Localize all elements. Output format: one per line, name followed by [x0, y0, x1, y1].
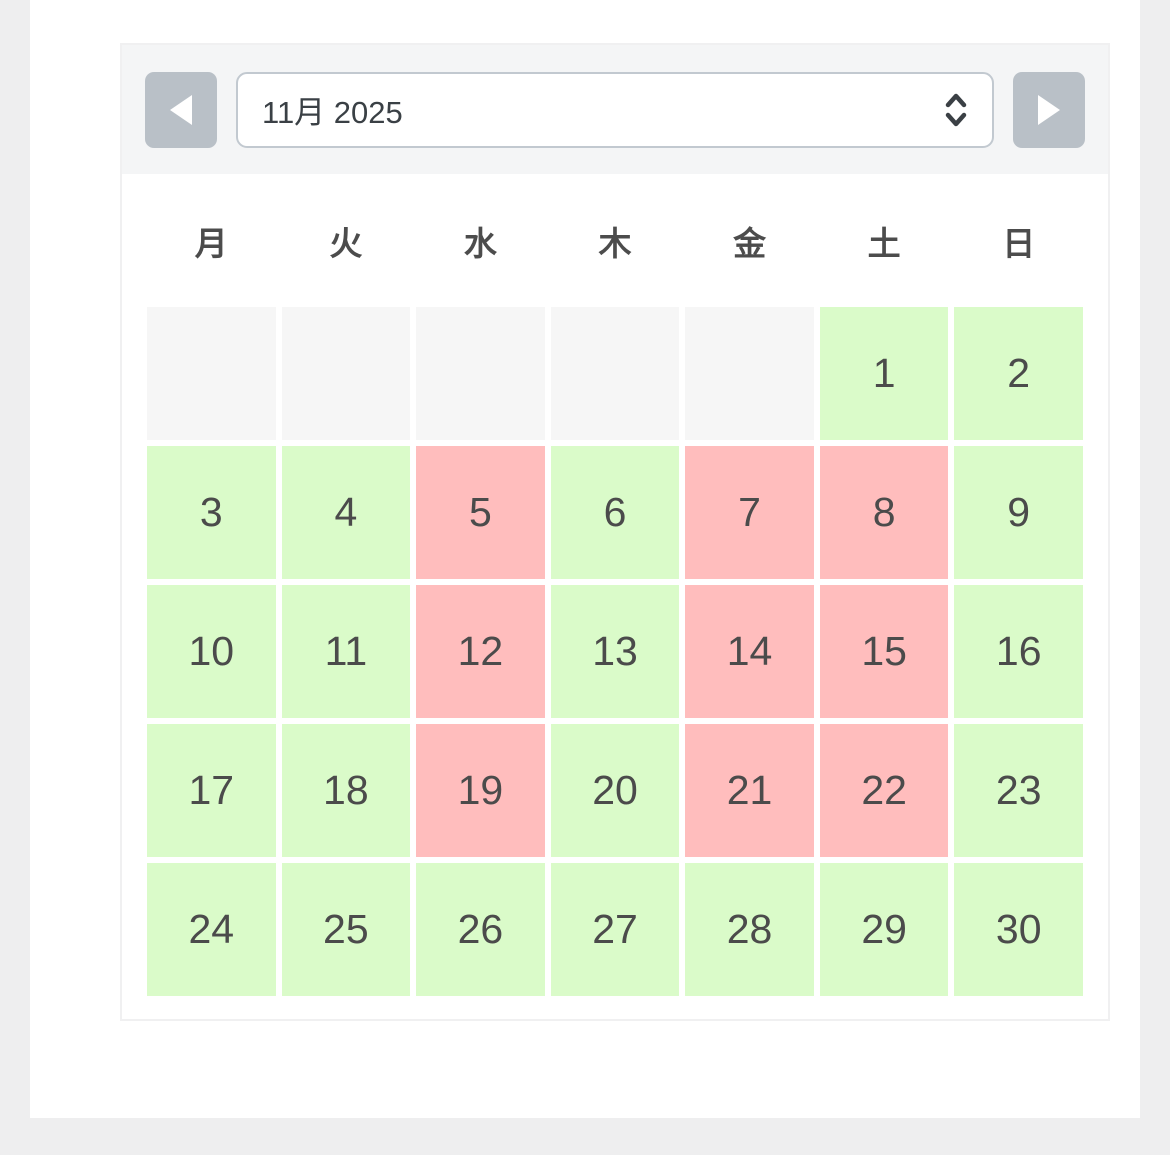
weekday-header-row: 月火水木金土日	[147, 198, 1083, 284]
calendar-empty-cell	[550, 307, 680, 440]
calendar-day-cell[interactable]: 28	[685, 863, 814, 996]
next-month-button[interactable]	[1013, 71, 1085, 148]
calendar-day-cell[interactable]: 21	[685, 724, 814, 857]
calendar-day-cell[interactable]: 9	[954, 446, 1083, 579]
calendar-day-cell[interactable]: 7	[685, 446, 814, 579]
weekday-label: 火	[329, 225, 363, 262]
calendar-day-cell[interactable]: 20	[550, 724, 680, 857]
calendar-day-cell[interactable]: 19	[416, 724, 545, 857]
weekday-label: 木	[598, 225, 632, 262]
prev-month-button[interactable]	[145, 71, 217, 148]
calendar-day-cell[interactable]: 26	[416, 863, 545, 996]
calendar-empty-cell	[685, 307, 814, 440]
availability-calendar: 11月 2025 月火水木金土日 1 2 3 4 5 6 7 8 9 10 11 12 13 14 15 16…	[120, 43, 1110, 1021]
select-chevron-icon	[942, 90, 970, 130]
calendar-empty-cell	[147, 307, 276, 440]
weekday-label: 土	[867, 225, 901, 262]
calendar-day-cell[interactable]: 14	[685, 585, 814, 718]
calendar-day-cell[interactable]: 13	[550, 585, 680, 718]
calendar-day-grid: 1 2 3 4 5 6 7 8 9 10 11 12 13 14 15 16 17 18 19 20 21 22 23 24 2…	[147, 307, 1083, 996]
calendar-empty-cell	[416, 307, 545, 440]
calendar-day-cell[interactable]: 12	[416, 585, 545, 718]
right-arrow-icon	[1038, 94, 1060, 125]
calendar-day-cell[interactable]: 4	[281, 446, 411, 579]
month-year-select[interactable]: 11月 2025	[236, 71, 994, 148]
calendar-day-cell[interactable]: 18	[281, 724, 411, 857]
calendar-day-cell[interactable]: 2	[954, 307, 1083, 440]
calendar-day-cell[interactable]: 24	[147, 863, 276, 996]
calendar-day-cell[interactable]: 6	[550, 446, 680, 579]
calendar-day-cell[interactable]: 23	[954, 724, 1083, 857]
calendar-day-cell[interactable]: 30	[954, 863, 1083, 996]
calendar-empty-cell	[281, 307, 411, 440]
weekday-label: 月	[194, 225, 228, 262]
calendar-day-cell[interactable]: 5	[416, 446, 545, 579]
calendar-day-cell[interactable]: 16	[954, 585, 1083, 718]
calendar-day-cell[interactable]: 3	[147, 446, 276, 579]
calendar-body: 月火水木金土日 1 2 3 4 5 6 7 8 9 10 11 12 13 14 15 16 17 18 19 20 2…	[122, 174, 1108, 1019]
calendar-day-cell[interactable]: 15	[819, 585, 949, 718]
calendar-day-cell[interactable]: 11	[281, 585, 411, 718]
calendar-day-cell[interactable]: 10	[147, 585, 276, 718]
calendar-day-cell[interactable]: 8	[819, 446, 949, 579]
calendar-day-cell[interactable]: 27	[550, 863, 680, 996]
calendar-day-cell[interactable]: 29	[819, 863, 949, 996]
left-arrow-icon	[170, 94, 192, 125]
calendar-day-cell[interactable]: 22	[819, 724, 949, 857]
weekday-label: 金	[733, 225, 767, 262]
calendar-day-cell[interactable]: 17	[147, 724, 276, 857]
calendar-day-cell[interactable]: 1	[819, 307, 949, 440]
content-panel: 11月 2025 月火水木金土日 1 2 3 4 5 6 7 8 9 10 11 12 13 14 15 16…	[30, 0, 1140, 1118]
weekday-label: 日	[1002, 225, 1036, 262]
weekday-label: 水	[463, 225, 497, 262]
calendar-toolbar: 11月 2025	[122, 45, 1108, 174]
month-year-value: 11月 2025	[262, 95, 403, 130]
calendar-day-cell[interactable]: 25	[281, 863, 411, 996]
